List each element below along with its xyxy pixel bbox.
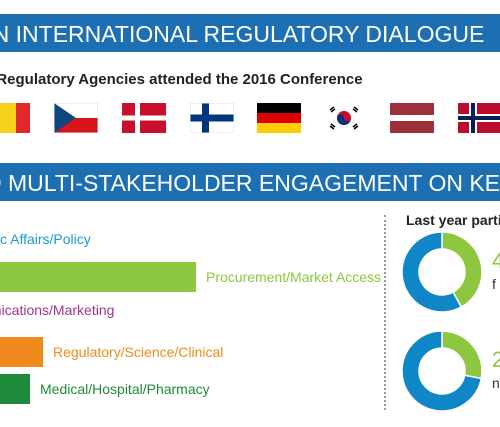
- norway-flag-icon: [458, 103, 500, 133]
- bar-label-4: Medical/Hospital/Pharmacy: [40, 381, 210, 397]
- donut-0-slice-0: [441, 231, 483, 309]
- finland-flag-icon: [190, 103, 234, 133]
- bar-label-0: blic Affairs/Policy: [0, 231, 91, 247]
- band-title-top: G IN INTERNATIONAL REGULATORY DIALOGUE: [0, 21, 485, 47]
- korea-flag-icon: [322, 103, 366, 133]
- header-band-engagement: D MULTI-STAKEHOLDER ENGAGEMENT ON KEY BI…: [0, 163, 500, 201]
- last-year-heading: Last year parti: [406, 212, 500, 228]
- donut-1-stat: 2: [492, 347, 500, 372]
- bar-1: [0, 262, 196, 292]
- bar-label-1: Procurement/Market Access: [206, 269, 382, 285]
- bar-label-2: unications/Marketing: [0, 302, 115, 318]
- czech-flag-icon: [54, 103, 98, 133]
- donut-0: [401, 231, 483, 313]
- flag-partial-icon: [0, 103, 30, 133]
- section-divider: [384, 215, 386, 410]
- donut-1-sub: n: [492, 375, 500, 391]
- donut-0-stat: 4: [492, 248, 500, 273]
- denmark-flag-icon: [122, 103, 166, 133]
- latvia-flag-icon: [390, 103, 434, 133]
- donut-0-slice-1: [401, 231, 463, 313]
- band-title-engagement: D MULTI-STAKEHOLDER ENGAGEMENT ON KEY BI…: [0, 170, 500, 196]
- donut-1-slice-1: [401, 330, 483, 412]
- donut-0-sub: f: [492, 276, 496, 292]
- bar-4: [0, 374, 30, 404]
- donut-1: [401, 330, 483, 412]
- bar-label-3: Regulatory/Science/Clinical: [53, 344, 224, 360]
- agencies-heading: l Regulatory Agencies attended the 2016 …: [0, 71, 363, 88]
- header-band-top: G IN INTERNATIONAL REGULATORY DIALOGUE: [0, 14, 500, 52]
- germany-flag-icon: [257, 103, 301, 133]
- donut-1-slice-0: [441, 330, 483, 380]
- bar-3: [0, 337, 43, 367]
